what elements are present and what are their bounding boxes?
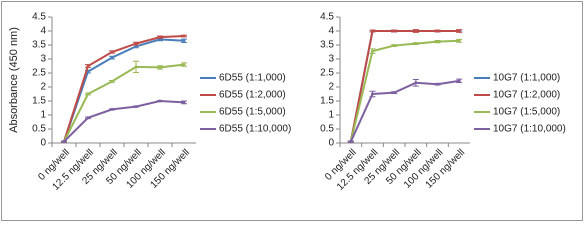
point [414,29,418,33]
y-tick-label: 3.5 [32,40,46,51]
legend-label: 10G7 (1:1,000) [493,73,560,84]
point [392,29,396,33]
point [86,92,90,96]
y-tick-label: 1 [328,110,334,121]
point [392,91,396,95]
point [436,82,439,86]
series-line [63,63,185,143]
point [62,140,66,144]
point [134,44,138,48]
point [182,39,186,43]
point [457,79,461,83]
point [134,105,138,109]
legend-label: 10G7 (1:10,000) [493,124,566,135]
point [182,63,186,67]
point [414,42,418,46]
y-tick-label: 4 [40,26,46,37]
point [158,99,162,103]
series-line [349,30,460,142]
series-line [63,99,185,143]
series-line [63,38,185,142]
point [110,79,114,83]
point [86,64,90,68]
point [182,100,186,104]
point [158,65,162,69]
legend-label: 6D55 (1:2,000) [219,90,286,101]
y-tick-label: 2.5 [320,68,334,79]
series-line [349,79,460,143]
point [110,50,114,54]
y-tick-label: 3 [328,54,334,65]
y-tick-label: 3.5 [320,40,334,51]
legend-label: 10G7 (1:5,000) [493,107,560,118]
legend-label: 6D55 (1:1,000) [219,73,286,84]
y-tick-label: 2 [40,82,46,93]
point [182,34,186,38]
point [371,49,374,53]
legend-label: 6D55 (1:10,000) [219,124,291,135]
legend-label: 10G7 (1:2,000) [493,90,560,101]
point [158,35,162,39]
y-tick-label: 2 [328,82,334,93]
y-axis-title: Absorbance (450 nm) [8,27,20,133]
y-tick-label: 0.5 [320,124,334,135]
y-tick-label: 0 [328,138,334,149]
point [371,29,374,33]
point [371,92,374,96]
y-tick-label: 1.5 [32,96,46,107]
y-tick-label: 4.5 [320,12,334,23]
y-tick-label: 4 [328,26,334,37]
point [349,140,353,144]
point [457,39,461,43]
point [414,81,418,85]
point [134,42,138,46]
point [86,116,90,120]
frame [1,1,583,221]
y-tick-label: 1 [40,110,46,121]
point [110,107,114,111]
y-tick-label: 3 [40,54,46,65]
point [436,29,439,33]
y-tick-label: 0.5 [32,124,46,135]
y-tick-label: 1.5 [320,96,334,107]
y-tick-label: 2.5 [32,68,46,79]
point [134,65,138,69]
series-line [349,30,460,142]
point [436,40,439,44]
legend-label: 6D55 (1:5,000) [219,107,286,118]
series-line [349,39,460,142]
y-tick-label: 0 [40,138,46,149]
point [110,56,114,60]
series-line [63,35,185,142]
point [457,29,461,33]
point [392,44,396,48]
y-tick-label: 4.5 [32,12,46,23]
